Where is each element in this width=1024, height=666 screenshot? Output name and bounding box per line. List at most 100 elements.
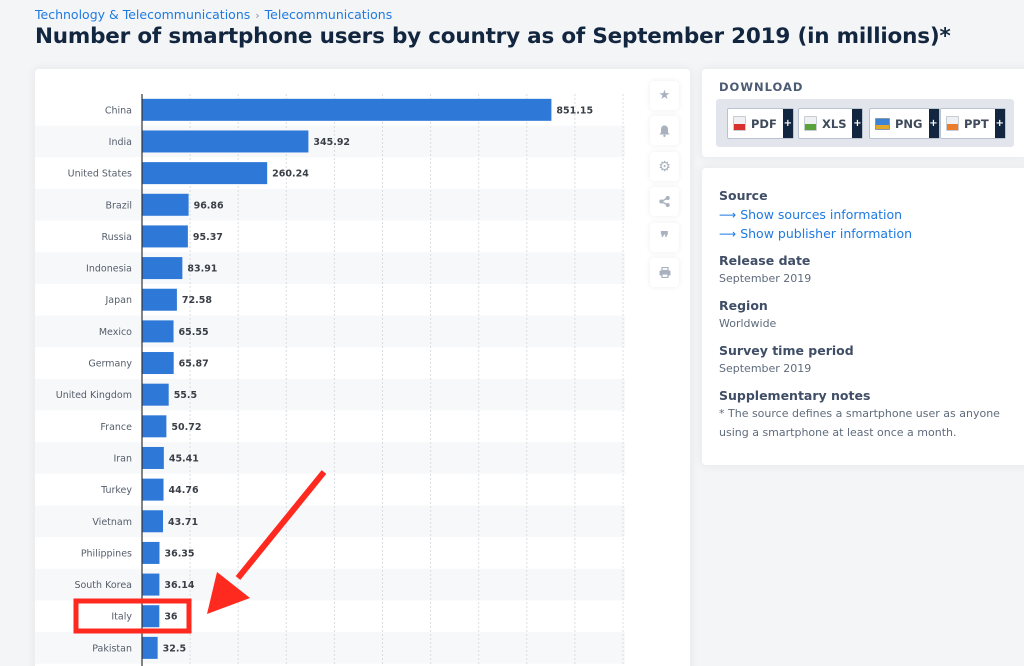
arrow-right-icon: ⟶	[719, 227, 737, 241]
bar-india	[142, 130, 309, 153]
bar-indonesia	[142, 257, 183, 280]
png-image-icon	[875, 117, 890, 130]
download-title: DOWNLOAD	[719, 80, 804, 94]
value-label: 72.58	[182, 295, 212, 306]
bar-philippines	[142, 541, 160, 564]
arrow-right-icon: ⟶	[719, 208, 737, 222]
breadcrumb-item-telecommunications[interactable]: Telecommunications	[264, 7, 393, 22]
share-button[interactable]	[650, 187, 679, 216]
value-label: 65.55	[179, 327, 209, 338]
category-label: India	[109, 137, 132, 148]
ppt-file-icon	[946, 116, 959, 131]
region-value: Worldwide	[719, 317, 777, 330]
value-label: 851.15	[556, 105, 593, 116]
settings-button[interactable]: ⚙	[650, 152, 679, 181]
value-label: 45.41	[169, 453, 199, 464]
star-icon: ★	[658, 88, 671, 103]
bar-iran	[142, 446, 164, 469]
category-label: Iran	[113, 453, 132, 464]
bar-pakistan	[142, 636, 158, 659]
bar-france	[142, 415, 167, 438]
bar-united-kingdom	[142, 383, 169, 406]
show-sources-label: Show sources information	[740, 207, 903, 222]
survey-period-value: September 2019	[719, 362, 812, 375]
cite-button[interactable]: ❞	[650, 223, 679, 252]
print-button[interactable]	[650, 258, 679, 287]
category-label: Japan	[105, 295, 133, 306]
supplementary-notes-value: * The source defines a smartphone user a…	[719, 407, 1000, 439]
bar-south-korea	[142, 573, 160, 596]
page-title: Number of smartphone users by country as…	[35, 24, 951, 49]
download-ppt-button[interactable]: PPT +	[940, 108, 1006, 139]
value-label: 50.72	[171, 422, 201, 433]
favorite-button[interactable]: ★	[650, 81, 679, 110]
value-label: 44.76	[169, 485, 199, 496]
breadcrumb: Technology & Telecommunications › Telecomm…	[35, 7, 392, 22]
value-label: 43.71	[168, 517, 198, 528]
show-publisher-link[interactable]: ⟶ Show publisher information	[719, 226, 912, 241]
category-label: Pakistan	[92, 643, 132, 654]
category-label: Italy	[111, 612, 132, 623]
category-label: Turkey	[100, 485, 132, 496]
download-xls-button[interactable]: XLS +	[798, 108, 864, 139]
bar-germany	[142, 352, 174, 375]
value-label: 95.37	[193, 232, 223, 243]
survey-period-label: Survey time period	[719, 343, 854, 358]
gear-icon: ⚙	[658, 158, 671, 175]
bar-italy	[142, 605, 160, 628]
supplementary-notes-label: Supplementary notes	[719, 388, 871, 403]
print-icon	[659, 267, 670, 278]
bar-vietnam	[142, 510, 164, 533]
download-png-button[interactable]: PNG +	[869, 108, 940, 139]
category-label: Germany	[88, 359, 132, 370]
download-png-label: PNG	[895, 116, 923, 131]
bell-icon	[659, 125, 670, 137]
value-label: 260.24	[272, 169, 309, 180]
plus-icon: +	[994, 109, 1005, 138]
category-label: China	[105, 105, 132, 116]
category-label: Mexico	[99, 327, 132, 338]
chart-card: China 851.15 India 345.92 United States 260.2…	[35, 69, 690, 666]
plus-icon: +	[782, 109, 793, 138]
bar-brazil	[142, 193, 189, 216]
bar-turkey	[142, 478, 164, 501]
bar-mexico	[142, 320, 174, 343]
share-icon	[659, 196, 670, 207]
show-publisher-label: Show publisher information	[740, 226, 913, 241]
xls-file-icon	[804, 116, 817, 131]
category-label: Vietnam	[92, 517, 132, 528]
release-date-value: September 2019	[719, 272, 812, 285]
download-panel: DOWNLOAD PDF + XLS + PNG + PPT +	[702, 69, 1024, 157]
region-label: Region	[719, 298, 768, 313]
bar-united-states	[142, 162, 268, 185]
bar-russia	[142, 225, 188, 248]
category-label: United Kingdom	[56, 390, 132, 401]
plus-icon: +	[928, 109, 939, 138]
category-label: Philippines	[81, 548, 132, 559]
quote-icon: ❞	[660, 228, 669, 247]
breadcrumb-separator: ›	[255, 9, 260, 22]
value-label: 345.92	[313, 137, 350, 148]
download-pdf-button[interactable]: PDF +	[727, 108, 794, 139]
category-label: Brazil	[105, 200, 132, 211]
plus-icon: +	[852, 109, 863, 138]
category-label: South Korea	[74, 580, 132, 591]
bar-japan	[142, 288, 177, 311]
value-label: 36.14	[164, 580, 194, 591]
category-label: Indonesia	[86, 264, 132, 275]
category-label: United States	[68, 169, 132, 180]
value-label: 36	[164, 612, 178, 623]
release-date-label: Release date	[719, 253, 811, 268]
show-sources-link[interactable]: ⟶ Show sources information	[719, 207, 902, 222]
source-label: Source	[719, 188, 768, 203]
value-label: 83.91	[187, 264, 217, 275]
value-label: 55.5	[174, 390, 197, 401]
category-label: France	[100, 422, 132, 433]
value-label: 96.86	[194, 200, 224, 211]
info-panel: Source ⟶ Show sources information ⟶ Show p…	[702, 168, 1024, 465]
breadcrumb-item-technology[interactable]: Technology & Telecommunications	[35, 7, 251, 22]
download-bar: PDF + XLS + PNG + PPT +	[716, 99, 1014, 147]
notification-button[interactable]	[650, 116, 679, 145]
value-label: 32.5	[163, 643, 186, 654]
